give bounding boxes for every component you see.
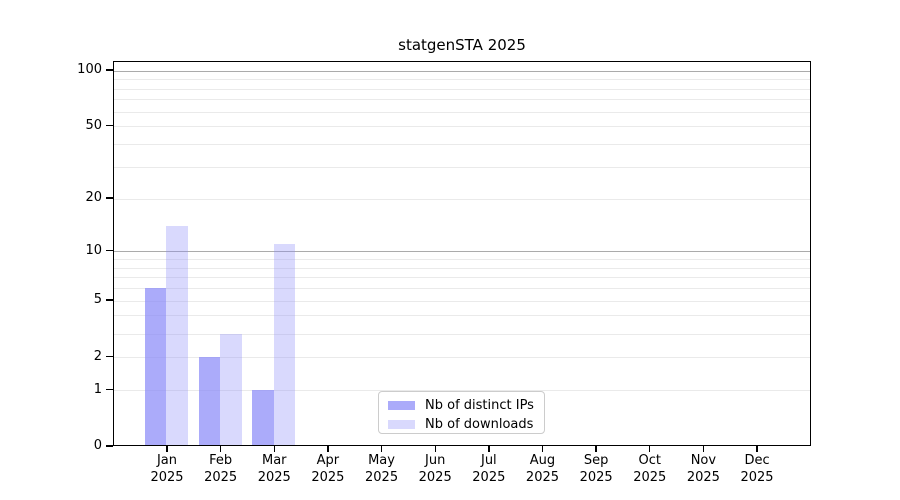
y-tick-mark	[106, 445, 113, 447]
x-tick-label: Dec 2025	[740, 453, 774, 485]
legend-label-distinct-ips: Nb of distinct IPs	[425, 398, 534, 413]
gridline	[114, 300, 810, 302]
x-tick-mark	[756, 446, 758, 452]
gridline	[114, 99, 810, 101]
x-tick-mark	[488, 446, 490, 452]
gridline	[114, 390, 810, 392]
x-tick-label: Apr 2025	[311, 453, 345, 485]
bar-mar-series0	[252, 390, 274, 445]
y-tick-mark	[106, 355, 113, 358]
x-tick-mark	[702, 446, 705, 452]
bar-mar-series1	[273, 244, 296, 445]
y-tick-mark	[106, 69, 113, 71]
y-tick-label: 0	[93, 438, 102, 453]
gridline	[114, 357, 810, 359]
gridline	[114, 333, 810, 335]
gridline	[114, 288, 810, 290]
plot-area	[113, 61, 811, 446]
gridline	[114, 277, 810, 279]
bar-jan-series1	[166, 226, 188, 445]
x-tick-label: Jan 2025	[150, 453, 184, 485]
y-tick-label: 2	[93, 348, 102, 364]
y-tick-mark	[106, 299, 113, 301]
legend-item-downloads: Nb of downloads	[379, 415, 544, 434]
x-tick-mark	[327, 446, 329, 452]
x-tick-mark	[380, 446, 383, 452]
gridline	[114, 315, 810, 317]
gridline	[114, 79, 810, 81]
x-tick-label: Mar 2025	[257, 453, 291, 485]
legend-swatch-downloads	[388, 420, 415, 429]
bar-feb-series0	[198, 357, 221, 445]
legend-swatch-distinct-ips	[388, 401, 415, 410]
x-tick-label: Jun 2025	[418, 453, 452, 485]
legend-label-downloads: Nb of downloads	[425, 417, 534, 432]
bar-feb-series1	[220, 333, 242, 445]
y-tick-mark	[106, 197, 113, 199]
x-tick-label: Nov 2025	[686, 453, 720, 485]
x-tick-label: Sep 2025	[579, 453, 613, 485]
x-tick-label: Jul 2025	[472, 453, 506, 485]
y-tick-mark	[106, 250, 113, 252]
y-tick-mark	[106, 125, 113, 127]
x-tick-label: Feb 2025	[204, 453, 238, 485]
gridline	[114, 166, 810, 168]
x-tick-mark	[219, 446, 222, 452]
gridline	[114, 88, 810, 90]
y-tick-label: 50	[85, 117, 102, 133]
y-tick-mark	[106, 388, 113, 391]
x-tick-label: May 2025	[365, 453, 399, 485]
x-tick-mark	[273, 446, 275, 452]
gridline	[114, 126, 810, 128]
y-tick-label: 100	[77, 62, 102, 78]
x-tick-label: Aug 2025	[525, 453, 560, 485]
x-tick-mark	[649, 446, 651, 452]
x-tick-label: Oct 2025	[633, 453, 667, 485]
bar-jan-series0	[144, 288, 167, 445]
legend-item-distinct-ips: Nb of distinct IPs	[379, 396, 544, 415]
gridline	[114, 267, 810, 269]
y-tick-label: 20	[85, 190, 102, 206]
x-tick-mark	[434, 446, 436, 452]
gridline	[114, 258, 810, 260]
legend: Nb of distinct IPs Nb of downloads	[378, 391, 545, 434]
chart-title: statgenSTA 2025	[398, 36, 526, 54]
gridline	[114, 198, 810, 200]
x-tick-mark	[166, 446, 168, 452]
y-tick-label: 10	[85, 242, 102, 258]
gridline	[114, 144, 810, 146]
x-tick-mark	[541, 446, 544, 452]
y-tick-label: 5	[93, 292, 102, 308]
y-tick-label: 1	[93, 381, 102, 397]
gridline	[114, 111, 810, 113]
x-tick-mark	[595, 446, 597, 452]
gridline	[114, 70, 810, 72]
gridline	[114, 251, 810, 253]
